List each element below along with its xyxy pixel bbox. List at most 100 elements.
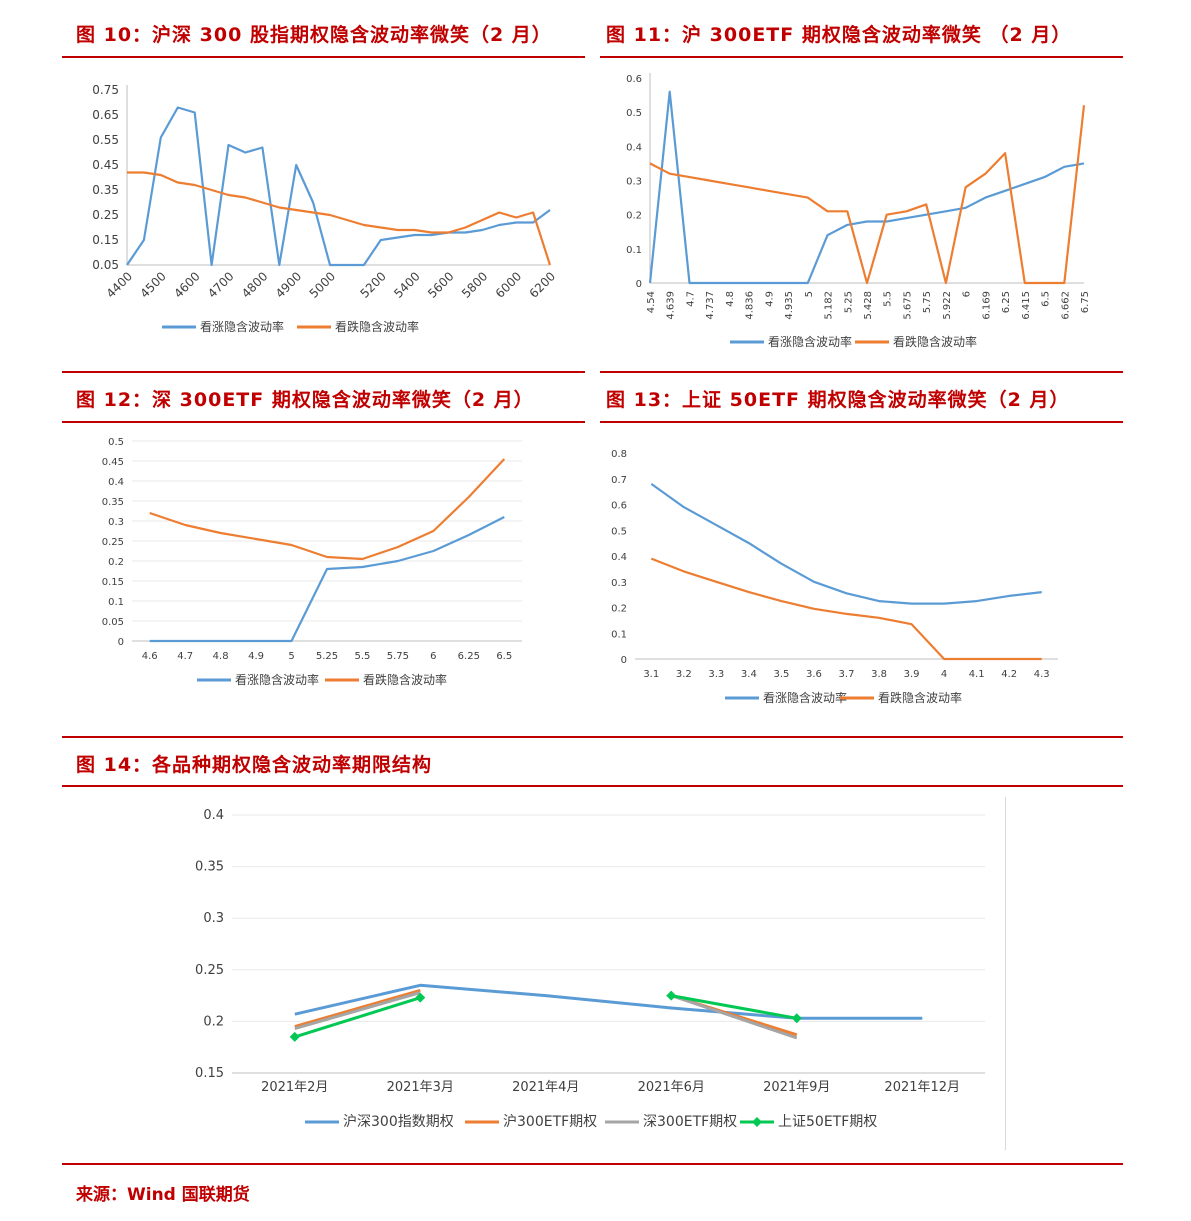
- fig10-xtick-label: 4900: [273, 269, 304, 300]
- fig12-rule: [62, 421, 585, 423]
- fig10-series-1-line: [127, 171, 552, 266]
- fig12-xtick-label: 6.25: [458, 651, 480, 662]
- fig14-series-3-marker: [666, 990, 677, 1001]
- fig12-xtick-label: 4.7: [177, 651, 193, 662]
- fig10-xtick-label: 6200: [527, 269, 558, 300]
- fig14-ytick-label: 0.25: [195, 963, 224, 978]
- fig10-rule: [62, 56, 585, 58]
- fig12-ytick-label: 0.35: [102, 497, 124, 508]
- fig10-xtick-label: 5000: [307, 269, 338, 300]
- fig14-series-0-line: [294, 983, 923, 1020]
- fig10-xtick-label: 5800: [459, 269, 490, 300]
- fig13-xtick-label: 4.2: [1001, 669, 1017, 680]
- fig12-ytick-label: 0.25: [102, 537, 124, 548]
- fig10-legend-label: 看跌隐含波动率: [335, 319, 419, 334]
- fig11-xtick-label: 6.415: [1021, 291, 1032, 320]
- fig14-ytick-label: 0.35: [195, 860, 224, 875]
- fig12-ytick-label: 0.5: [108, 437, 124, 448]
- fig12-ytick-label: 0.1: [108, 597, 124, 608]
- fig14-top-rule: [62, 736, 1123, 738]
- fig14-legend-label: 沪深300指数期权: [343, 1114, 454, 1130]
- fig14-series-3-line: [294, 994, 798, 1039]
- fig13-rule: [600, 421, 1123, 423]
- fig13-xtick-label: 3.7: [839, 669, 855, 680]
- fig11-xtick-label: 5.5: [883, 291, 894, 307]
- fig13-ytick-label: 0.4: [611, 552, 627, 563]
- fig13-xtick-label: 3.3: [708, 669, 724, 680]
- fig14-ytick-label: 0.3: [203, 911, 224, 926]
- fig14-ytick-label: 0.15: [195, 1066, 224, 1081]
- fig12-ytick-label: 0.4: [108, 477, 124, 488]
- fig11-xtick-label: 6: [962, 291, 973, 297]
- fig10-xtick-label: 4700: [205, 269, 236, 300]
- fig13-xtick-label: 3.6: [806, 669, 822, 680]
- fig13-xtick-label: 3.5: [773, 669, 789, 680]
- fig10-xtick-label: 5200: [357, 269, 388, 300]
- fig12-xtick-label: 4.9: [248, 651, 264, 662]
- fig10-legend-label: 看涨隐含波动率: [200, 319, 284, 334]
- fig10-ytick-label: 0.45: [92, 158, 119, 172]
- fig12-ytick-label: 0.2: [108, 557, 124, 568]
- fig14-legend-label: 沪300ETF期权: [503, 1114, 597, 1130]
- fig11-rule: [600, 56, 1123, 58]
- fig11-ytick-label: 0: [636, 279, 642, 290]
- fig13-ytick-label: 0.6: [611, 501, 627, 512]
- fig12-xtick-label: 5.5: [355, 651, 371, 662]
- fig11-xtick-label: 6.5: [1041, 291, 1052, 307]
- fig14-border: [1005, 797, 1006, 1150]
- fig11-xtick-label: 5.675: [902, 291, 913, 320]
- fig14-series-2-line: [294, 991, 798, 1040]
- fig13-xtick-label: 4: [941, 669, 947, 680]
- fig13-series-0-line: [650, 483, 1042, 605]
- fig11-xtick-label: 6.169: [981, 291, 992, 320]
- fig11-legend-label: 看涨隐含波动率: [768, 334, 852, 349]
- fig11-ytick-label: 0.4: [626, 142, 642, 153]
- fig14-chart: 0.15 0.2 0.25 0.3 0.35 0.4 2021年2月 2021年3月 2021年…: [195, 808, 985, 1130]
- fig12-xtick-label: 6.5: [496, 651, 512, 662]
- fig13-xtick-label: 3.2: [676, 669, 692, 680]
- fig11-xtick-label: 4.639: [666, 291, 677, 320]
- fig10-xtick-label: 4500: [137, 269, 168, 300]
- fig11-xtick-label: 6.662: [1060, 291, 1071, 320]
- fig13-legend-label: 看跌隐含波动率: [878, 690, 962, 705]
- fig13-xtick-label: 3.1: [643, 669, 659, 680]
- fig14-legend-marker: [752, 1117, 762, 1127]
- fig11-legend-label: 看跌隐含波动率: [893, 334, 977, 349]
- fig13-top-rule: [600, 371, 1123, 373]
- fig13-ytick-label: 0.1: [611, 629, 627, 640]
- fig13-title: 图 13：上证 50ETF 期权隐含波动率微笑（2 月）: [606, 389, 1070, 411]
- source-rule: [62, 1163, 1123, 1165]
- fig12-ytick-label: 0.45: [102, 457, 124, 468]
- fig14-xtick-label: 2021年6月: [638, 1080, 705, 1095]
- source-note: 来源：Wind 国联期货: [76, 1185, 250, 1205]
- fig10-ytick-label: 0.75: [92, 83, 119, 97]
- fig13-xtick-label: 3.9: [904, 669, 920, 680]
- fig14-series-3-marker: [791, 1013, 802, 1024]
- fig12-ytick-label: 0: [118, 637, 124, 648]
- fig10-series-0-line: [126, 106, 551, 267]
- fig11-xtick-label: 4.737: [705, 291, 716, 320]
- fig11-xtick-label: 5.428: [863, 291, 874, 320]
- fig12-ytick-label: 0.3: [108, 517, 124, 528]
- fig11-series-0-line: [648, 90, 1085, 285]
- fig13-legend-label: 看涨隐含波动率: [763, 690, 847, 705]
- fig10-ytick-label: 0.15: [92, 233, 119, 247]
- fig11-xtick-label: 6.25: [1001, 291, 1012, 313]
- fig10-xtick-label: 4800: [239, 269, 270, 300]
- fig14-ytick-label: 0.4: [203, 808, 224, 823]
- fig12-xtick-label: 4.6: [142, 651, 158, 662]
- fig13-ytick-label: 0: [621, 655, 627, 666]
- fig13-chart: 0 0.1 0.2 0.3 0.4 0.5 0.6 0.7 0.8 3.1 3.2 3.3 3.4 3.5…: [611, 449, 1058, 705]
- fig12-top-rule: [62, 371, 585, 373]
- fig10-ytick-label: 0.65: [92, 108, 119, 122]
- fig14-legend-label: 上证50ETF期权: [778, 1114, 877, 1130]
- fig12-title: 图 12：深 300ETF 期权隐含波动率微笑（2 月）: [76, 389, 534, 411]
- fig14-panel: 0.15 0.2 0.25 0.3 0.35 0.4 2021年2月 2021年3月 2021年…: [180, 795, 1000, 1145]
- fig11-xtick-label: 4.8: [725, 291, 736, 307]
- fig10-ytick-label: 0.55: [92, 133, 119, 147]
- fig10-panel: 0.05 0.15 0.25 0.35 0.45 0.55 0.65 0.75 4400 4500…: [62, 60, 585, 360]
- fig10-xtick-label: 4400: [104, 269, 135, 300]
- fig11-xtick-label: 5.922: [942, 291, 953, 320]
- fig14-series-3-marker: [289, 1031, 300, 1042]
- fig12-xtick-label: 5.25: [316, 651, 338, 662]
